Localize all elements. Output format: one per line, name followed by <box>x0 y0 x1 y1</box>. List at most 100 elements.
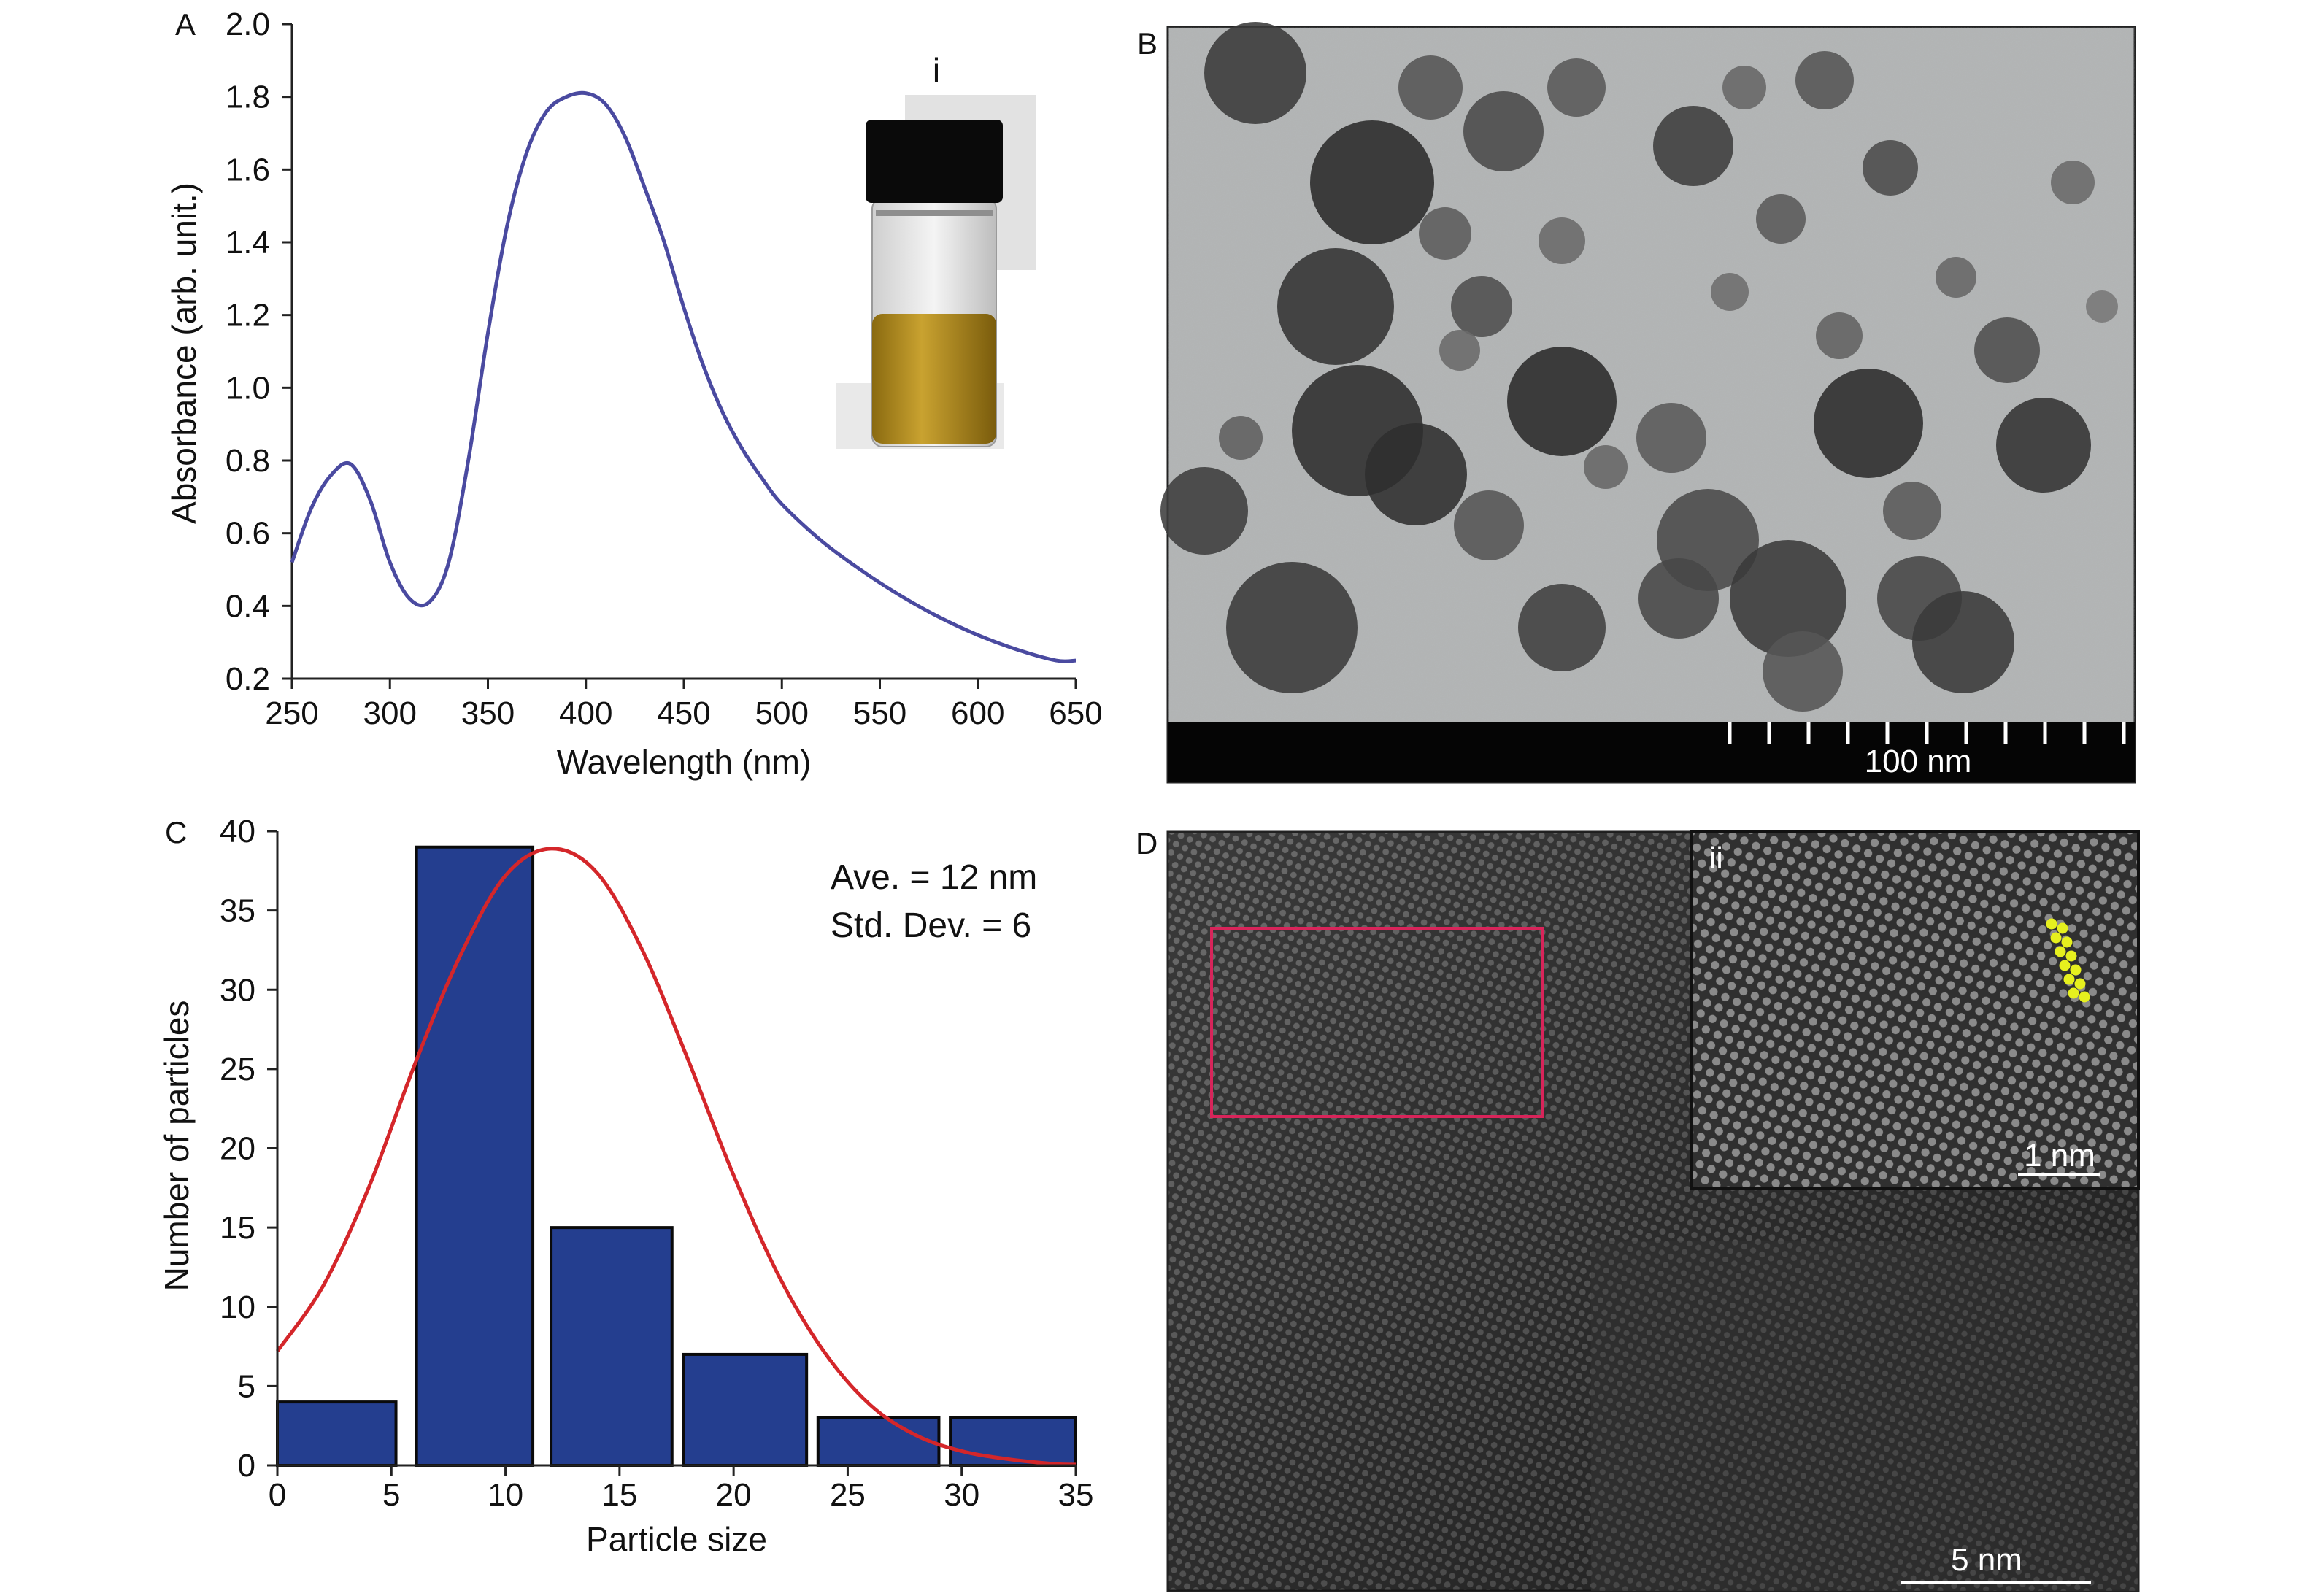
highlighted-atom <box>2057 922 2068 934</box>
panel-a-x-tick-label: 600 <box>951 695 1004 731</box>
panel-a-x-tick-label: 250 <box>265 695 318 731</box>
histogram-bar <box>276 1400 398 1467</box>
nanoparticle <box>1277 248 1394 365</box>
panel-c-y-tick-label: 15 <box>220 1210 255 1246</box>
panel-a-y-tick-label: 0.4 <box>226 588 270 624</box>
panel-c-y-tick-label: 0 <box>238 1448 255 1484</box>
highlighted-atom <box>2046 918 2057 930</box>
histogram-bar <box>816 1416 941 1467</box>
panel-c-x-tick-label: 0 <box>269 1477 286 1513</box>
nanoparticle <box>1584 445 1628 489</box>
panel-a-x-tick-label: 650 <box>1049 695 1102 731</box>
inset-i-label: i <box>933 51 940 89</box>
panel-a-letter: A <box>175 7 196 42</box>
nanoparticle <box>1795 51 1854 109</box>
panel-c-x-tick-label: 35 <box>1058 1477 1094 1513</box>
nanoparticle <box>2051 161 2095 204</box>
panel-a-x-tick-label: 500 <box>755 695 809 731</box>
scale-bar-strip <box>1168 722 2135 782</box>
panel-a-y-tick-label: 1.0 <box>226 370 270 406</box>
highlighted-atom <box>2059 960 2071 971</box>
panel-a-y-tick-label: 1.4 <box>226 225 270 261</box>
histogram-bar <box>682 1352 809 1468</box>
nanoparticle <box>1636 403 1706 473</box>
inset-ii-label: ii <box>1709 841 1723 875</box>
panel-c-x-tick-label: 15 <box>601 1477 637 1513</box>
panel-a: A 250 300 350 400 450 500 550 600 650 0.2 0.4 0.6 0.… <box>165 7 1103 781</box>
highlighted-atom <box>2079 991 2090 1003</box>
nanoparticle <box>1996 398 2091 493</box>
absorbance-line <box>290 90 1077 663</box>
panel-d-scale-label: 5 nm <box>1951 1542 2022 1578</box>
nanoparticle <box>1160 467 1248 555</box>
nanoparticle <box>1974 317 2040 383</box>
nanoparticle <box>2086 290 2118 323</box>
panel-c-y-tick-label: 40 <box>220 814 255 849</box>
highlighted-atom <box>2055 946 2066 957</box>
panel-a-y-tick-label: 1.8 <box>226 80 270 115</box>
nanoparticle <box>1365 423 1467 525</box>
panel-c-y-tick-label: 20 <box>220 1131 255 1167</box>
nanoparticle <box>1398 55 1463 120</box>
panel-c-x-tick-label: 20 <box>716 1477 752 1513</box>
nanoparticle <box>1226 562 1358 693</box>
nanoparticle <box>1439 330 1480 371</box>
panel-c-y-tick-label: 35 <box>220 893 255 929</box>
nanoparticle <box>1539 217 1585 264</box>
panel-a-x-tick-label: 550 <box>853 695 906 731</box>
nanoparticle <box>1756 194 1806 244</box>
panel-a-y-tick-label: 0.8 <box>226 443 270 479</box>
inset-ii: ii 1 nm <box>1690 830 2140 1190</box>
nanoparticle <box>1219 416 1263 460</box>
panel-a-y-axis-title: Absorbance (arb. unit.) <box>165 182 203 524</box>
panel-b: B 100 nm <box>1137 22 2136 784</box>
histogram-bar <box>415 845 535 1467</box>
nanoparticle <box>1507 347 1617 456</box>
panel-a-y-tick-label: 1.6 <box>226 152 270 188</box>
nanoparticle <box>1454 490 1524 560</box>
nanoparticle <box>1463 91 1544 171</box>
panel-a-y-tick-label: 1.2 <box>226 298 270 334</box>
panel-a-x-tick-label: 450 <box>657 695 710 731</box>
nanoparticle <box>1419 207 1471 260</box>
nanoparticle <box>1730 540 1846 657</box>
panel-c: C 0 5 10 15 20 25 30 35 0 5 10 15 20 25 30 35 40 Particl… <box>158 814 1093 1558</box>
panel-a-ticks: 250 300 350 400 450 500 550 600 650 0.2 0.4 0.6 0.8 1… <box>226 7 1103 731</box>
highlighted-atom <box>2068 987 2079 999</box>
average-annotation: Ave. = 12 nm <box>831 858 1037 897</box>
nanoparticle <box>1816 312 1863 359</box>
panel-a-x-tick-label: 400 <box>559 695 612 731</box>
histogram-bars <box>276 845 1077 1468</box>
inset-scale-label: 1 nm <box>2024 1138 2095 1173</box>
nanoparticle <box>1912 591 2014 693</box>
panel-a-x-tick-label: 300 <box>363 695 417 731</box>
panel-c-y-axis-title: Number of particles <box>158 1001 196 1292</box>
panel-c-letter: C <box>165 815 187 849</box>
scale-bar-ticks <box>1728 722 2126 744</box>
panel-c-x-tick-label: 25 <box>830 1477 866 1513</box>
nanoparticles <box>1160 22 2118 712</box>
panel-a-x-tick-label: 350 <box>461 695 515 731</box>
nanoparticle <box>1863 140 1918 196</box>
panel-c-x-axis-title: Particle size <box>586 1520 767 1558</box>
vial-neck <box>876 210 993 216</box>
panel-a-y-tick-label: 2.0 <box>226 7 270 42</box>
panel-c-y-tick-label: 30 <box>220 972 255 1008</box>
panel-d: D ii 1 nm 5 nm <box>1136 826 2140 1592</box>
hrtem-dark-region <box>1591 1241 2138 1591</box>
gaussian-fit-line <box>275 847 1077 1467</box>
nanoparticle <box>1883 482 1941 540</box>
vial-cap <box>866 120 1003 203</box>
nanoparticle <box>1638 558 1719 639</box>
highlighted-atom <box>2074 978 2086 990</box>
nanoparticle <box>1722 66 1766 109</box>
highlighted-atom <box>2065 950 2077 962</box>
panel-b-letter: B <box>1137 26 1158 61</box>
std-dev-annotation: Std. Dev. = 6 <box>831 906 1031 945</box>
highlighted-atom <box>2061 936 2073 948</box>
panel-c-x-tick-label: 10 <box>488 1477 523 1513</box>
panel-b-scale-label: 100 nm <box>1865 744 1972 779</box>
panel-c-ticks: 0 5 10 15 20 25 30 35 0 5 10 15 20 25 30 35 40 <box>220 814 1093 1513</box>
histogram-bar <box>550 1226 674 1467</box>
